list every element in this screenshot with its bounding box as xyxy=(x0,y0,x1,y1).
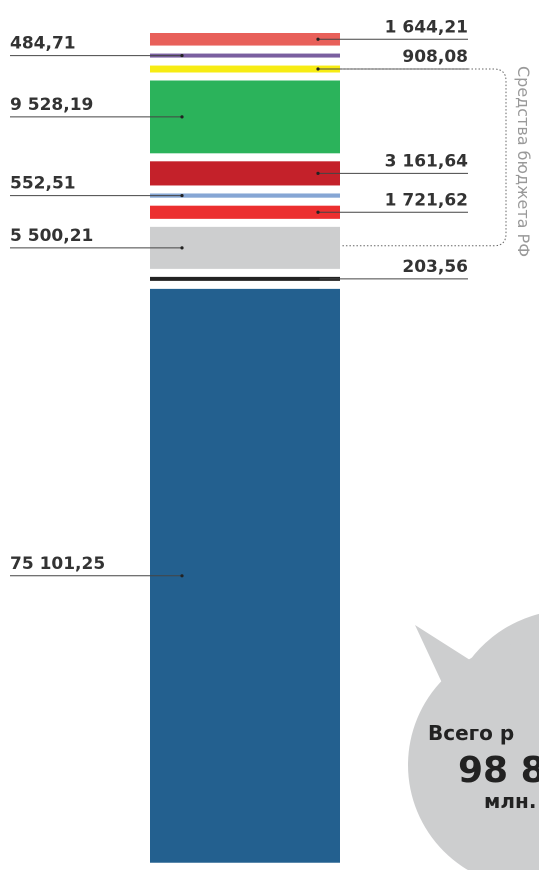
leader-dot xyxy=(316,277,320,281)
value-label: 3 161,64 xyxy=(385,151,469,171)
leader-dot xyxy=(180,574,184,578)
bar-segment xyxy=(150,53,340,58)
bar-segment xyxy=(150,65,340,73)
annotation: Средства бюджета РФ xyxy=(514,66,533,257)
leader-dot xyxy=(180,246,184,250)
bar-segment xyxy=(150,161,340,186)
value-label: 484,71 xyxy=(10,34,76,54)
value-label: 5 500,21 xyxy=(10,226,93,246)
bubble-text: млн. xyxy=(484,789,536,813)
leader-dot xyxy=(180,193,184,198)
total-bubble: Всего р 98 8 млн. xyxy=(408,613,539,870)
value-label: 9 528,19 xyxy=(10,95,93,115)
value-label: 1 644,21 xyxy=(385,17,468,37)
value-label: 75 101,25 xyxy=(10,554,105,574)
bubble-shape xyxy=(408,643,539,870)
value-label: 908,08 xyxy=(402,47,468,67)
bubble-text: 98 8 xyxy=(458,750,539,791)
leader-dot xyxy=(316,67,320,71)
bar-segment xyxy=(150,205,340,219)
leader-dot xyxy=(316,210,320,214)
leader-dot xyxy=(316,37,320,41)
bar-segment xyxy=(150,33,340,46)
bar-segment xyxy=(150,276,340,281)
value-label: 552,51 xyxy=(10,174,76,194)
bar-segment xyxy=(150,193,340,198)
leader-dot xyxy=(316,171,320,175)
value-label: 1 721,62 xyxy=(385,190,468,210)
leader-dot xyxy=(180,115,184,119)
value-label: 203,56 xyxy=(402,257,468,277)
leader-dot xyxy=(180,53,184,58)
bubble-text: Всего р xyxy=(428,721,514,745)
